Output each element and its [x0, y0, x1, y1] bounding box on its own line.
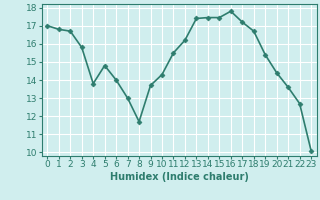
X-axis label: Humidex (Indice chaleur): Humidex (Indice chaleur) — [110, 172, 249, 182]
